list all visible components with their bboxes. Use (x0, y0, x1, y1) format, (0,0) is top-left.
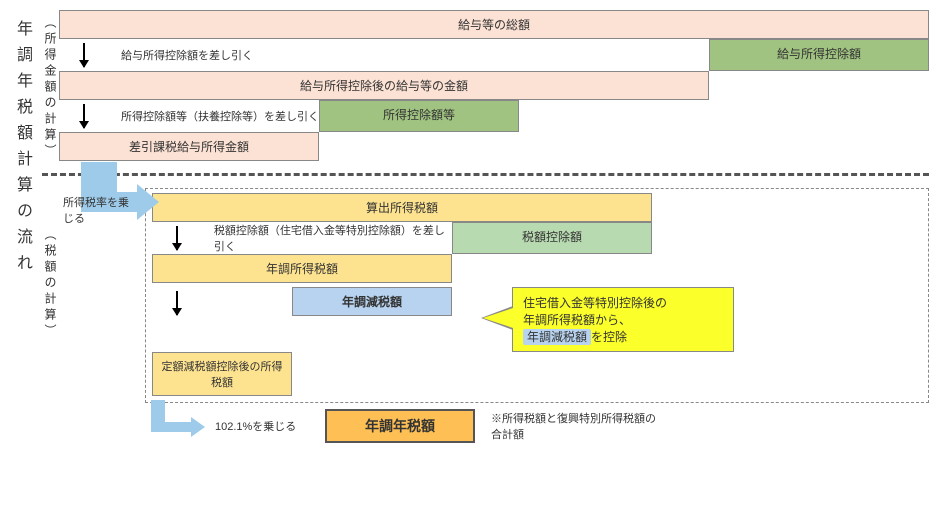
s1-arrow1-note: 給与所得控除額を差し引く (121, 47, 253, 63)
s1-row1: 給与等の総額 (59, 10, 929, 39)
taxable-income-box: 差引課税給与所得金額 (59, 132, 319, 161)
after-salary-deduction-box: 給与所得控除後の給与等の金額 (59, 71, 709, 100)
adjusted-income-tax-box: 年調所得税額 (152, 254, 452, 283)
s2-row2: 年調所得税額 (152, 254, 922, 283)
arrow-down-icon (83, 104, 85, 128)
income-deduction-box: 所得控除額等 (319, 100, 519, 132)
salary-deduction-box: 給与所得控除額 (709, 39, 929, 71)
s2-row3: 年調減税額 住宅借入金等特別控除後の 年調所得税額から、 年調減税額を控除 (152, 287, 922, 352)
diagram-root: 年調年税額計算の流れ （所得金額の計算） 給与等の総額 給与所得控除額を差し引く… (10, 10, 929, 443)
s1-row2: 給与所得控除後の給与等の金額 (59, 71, 929, 100)
arrow-down-icon (176, 226, 178, 250)
main-title: 年調年税額計算の流れ (10, 10, 42, 443)
callout-line3: を控除 (591, 330, 627, 344)
s2-final-row: 102.1%を乗じる 年調年税額 ※所得税額と復興特別所得税額の合計額 (145, 409, 929, 443)
arrow-down-icon (83, 43, 85, 67)
arrow-down-icon (176, 291, 178, 315)
callout-highlight: 年調減税額 (523, 329, 591, 345)
callout-line1: 住宅借入金等特別控除後の (523, 296, 667, 310)
total-salary-box: 給与等の総額 (59, 10, 929, 39)
small-blue-arrow-icon (145, 418, 205, 434)
s1-arrow2-note: 所得控除額等（扶養控除等）を差し引く (121, 108, 319, 124)
section-2: （税額の計算） 所得税率を乗じる 算出所得税額 (42, 188, 929, 443)
final-annual-tax-box: 年調年税額 (325, 409, 475, 443)
section-divider (42, 173, 929, 176)
s1-row3: 差引課税給与所得金額 (59, 132, 929, 161)
section-1: （所得金額の計算） 給与等の総額 給与所得控除額を差し引く 給与所得控除額 給与… (42, 10, 929, 161)
final-note: ※所得税額と復興特別所得税額の合計額 (491, 410, 661, 442)
callout-line2: 年調所得税額から、 (523, 313, 631, 327)
adjustment-reduction-box: 年調減税額 (292, 287, 452, 316)
calculated-tax-box: 算出所得税額 (152, 193, 652, 222)
s1-gap2: 所得控除額等（扶養控除等）を差し引く 所得控除額等 (59, 100, 929, 132)
section2-body: 所得税率を乗じる 算出所得税額 税額控除額（住宅借入金等特別控除額）を差し引く … (59, 188, 929, 443)
after-fixed-reduction-box: 定額減税額控除後の所得税額 (152, 352, 292, 396)
big-blue-arrow-icon: 所得税率を乗じる (59, 162, 139, 232)
big-arrow-label: 所得税率を乗じる (63, 194, 139, 226)
multiply-label: 102.1%を乗じる (215, 418, 325, 434)
tax-credit-box: 税額控除額 (452, 222, 652, 254)
s2-gap1: 税額控除額（住宅借入金等特別控除額）を差し引く 税額控除額 (152, 222, 922, 254)
s2-arrow1-note: 税額控除額（住宅借入金等特別控除額）を差し引く (214, 222, 452, 254)
section2-label: （税額の計算） (42, 188, 59, 443)
s2-row4: 定額減税額控除後の所得税額 (152, 352, 922, 396)
callout-box: 住宅借入金等特別控除後の 年調所得税額から、 年調減税額を控除 (512, 287, 734, 352)
section1-label: （所得金額の計算） (42, 10, 59, 161)
s1-gap1: 給与所得控除額を差し引く 給与所得控除額 (59, 39, 929, 71)
section1-body: 給与等の総額 給与所得控除額を差し引く 給与所得控除額 給与所得控除後の給与等の… (59, 10, 929, 161)
content-area: （所得金額の計算） 給与等の総額 給与所得控除額を差し引く 給与所得控除額 給与… (42, 10, 929, 443)
